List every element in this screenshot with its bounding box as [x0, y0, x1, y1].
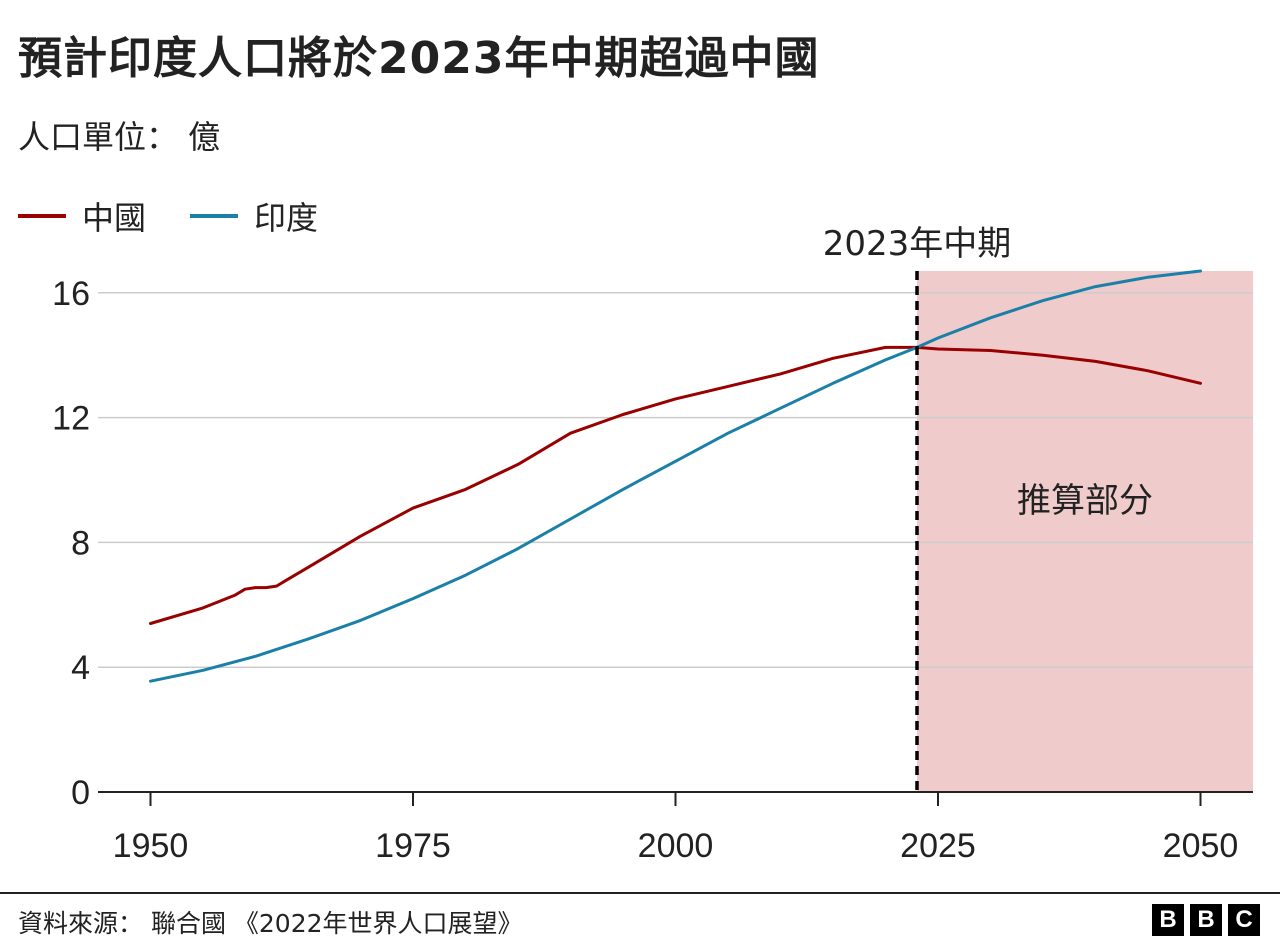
logo-letter: B	[1152, 904, 1184, 936]
legend-item-india: 印度	[190, 193, 318, 239]
y-tick-label: 16	[52, 275, 90, 313]
x-tick-label: 1975	[375, 827, 451, 865]
x-tick-label: 2050	[1163, 827, 1239, 865]
y-tick-label: 0	[71, 774, 90, 812]
logo-letter: B	[1190, 904, 1222, 936]
series-line-india	[149, 269, 1202, 683]
projection-region	[917, 271, 1253, 792]
y-tick-label: 8	[71, 524, 90, 562]
chart-title: 預計印度人口將於2023年中期超過中國	[18, 33, 820, 84]
x-tick-label: 2000	[638, 827, 714, 865]
legend: 中國 印度	[18, 193, 362, 239]
annotation-label: 2023年中期	[823, 224, 1012, 264]
source-note: 資料來源： 聯合國 《2022年世界人口展望》	[18, 909, 523, 938]
legend-swatch-india	[190, 214, 239, 218]
series-line-china	[149, 345, 1202, 625]
legend-swatch-china	[18, 214, 66, 218]
projection-label: 推算部分	[1017, 481, 1153, 521]
legend-item-china: 中國	[18, 193, 146, 239]
chart-subtitle: 人口單位： 億	[18, 118, 221, 156]
bbc-logo: B B C	[1146, 904, 1260, 936]
y-tick-label: 12	[52, 400, 90, 438]
legend-label-china: 中國	[82, 199, 147, 237]
legend-label-india: 印度	[254, 199, 319, 237]
logo-letter: C	[1228, 904, 1260, 936]
footer-rule	[0, 892, 1280, 894]
x-tick-label: 2025	[900, 827, 976, 865]
x-tick-label: 1950	[113, 827, 189, 865]
y-tick-label: 4	[71, 649, 90, 687]
